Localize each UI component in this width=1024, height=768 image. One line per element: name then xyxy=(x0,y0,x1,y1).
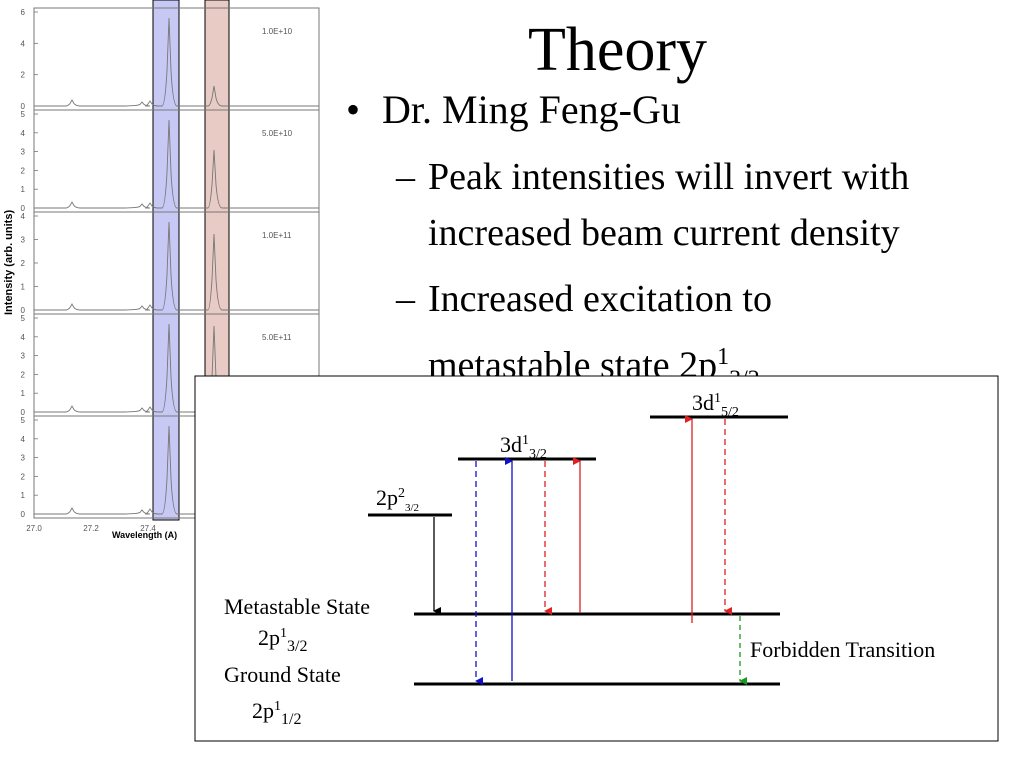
y-tick-label: 2 xyxy=(21,259,26,268)
sub-bullet-1: – Peak intensities will invert with incr… xyxy=(396,154,1016,254)
y-tick-label: 4 xyxy=(21,212,26,221)
y-tick-label: 1 xyxy=(21,389,26,398)
y-tick-label: 6 xyxy=(21,8,26,17)
y-tick-label: 1 xyxy=(21,185,26,194)
sub-bullet-2: – Increased excitation to metastable sta… xyxy=(396,276,1016,392)
y-tick-label: 0 xyxy=(21,510,26,519)
sub-bullet-1-line-1: Peak intensities will invert with xyxy=(428,156,910,198)
label-2p2-3-2: 2p23/2 xyxy=(376,485,419,514)
x-tick-label: 27.2 xyxy=(83,524,99,533)
panel-density-label: 5.0E+10 xyxy=(262,129,293,138)
y-tick-label: 4 xyxy=(21,39,26,48)
y-tick-label: 1 xyxy=(21,491,26,500)
ground-state-label: Ground State xyxy=(224,662,341,687)
y-tick-label: 0 xyxy=(21,408,26,417)
ground-config: 2p11/2 xyxy=(252,698,301,728)
y-tick-label: 2 xyxy=(21,370,26,379)
y-tick-label: 5 xyxy=(21,314,26,323)
y-tick-label: 0 xyxy=(21,306,26,315)
label-3d-3-2: 3d13/2 xyxy=(500,432,547,462)
bullet-dot: • xyxy=(346,87,361,132)
bullet-item: • Dr. Ming Feng-Gu xyxy=(346,86,786,134)
y-tick-label: 0 xyxy=(21,204,26,213)
diagram-frame xyxy=(194,375,999,742)
sub-bullet-dash: – xyxy=(396,156,415,198)
y-tick-label: 2 xyxy=(21,166,26,175)
spectrum-trace xyxy=(34,119,319,209)
config-superscript: 1 xyxy=(717,344,730,370)
x-axis-label: Wavelength (A) xyxy=(112,530,177,540)
sub-bullet-1-line-2: increased beam current density xyxy=(428,212,900,254)
blue-highlight-band xyxy=(152,0,180,521)
y-tick-label: 3 xyxy=(21,236,26,245)
panel-density-label: 1.0E+10 xyxy=(262,27,293,36)
y-tick-label: 3 xyxy=(21,352,26,361)
y-tick-label: 1 xyxy=(21,283,26,292)
forbidden-transition-label: Forbidden Transition xyxy=(750,637,935,662)
panel-density-label: 1.0E+11 xyxy=(262,231,292,240)
slide-title: Theory xyxy=(528,16,708,84)
spectrum-trace xyxy=(34,17,319,107)
label-3d-5-2: 3d15/2 xyxy=(692,390,739,420)
y-tick-label: 2 xyxy=(21,472,26,481)
metastable-state-label: Metastable State xyxy=(224,594,370,619)
sub-bullet-2-line-1: Increased excitation to xyxy=(428,278,772,320)
y-tick-label: 4 xyxy=(21,435,26,444)
y-tick-label: 0 xyxy=(21,102,26,111)
y-tick-label: 3 xyxy=(21,148,26,157)
energy-level-diagram: 3d15/2 3d13/2 2p23/2 Metastable State 2p… xyxy=(194,375,999,742)
bullet-text: Dr. Ming Feng-Gu xyxy=(382,87,681,132)
y-tick-label: 5 xyxy=(21,416,26,425)
y-tick-label: 5 xyxy=(21,110,26,119)
metastable-config: 2p13/2 xyxy=(258,625,307,655)
x-tick-label: 27.0 xyxy=(26,524,42,533)
y-axis-label: Intensity (arb. units) xyxy=(3,210,15,315)
y-tick-label: 4 xyxy=(21,129,26,138)
y-tick-label: 2 xyxy=(21,71,26,80)
x-tick-label: 27.4 xyxy=(140,524,156,533)
spectrum-trace xyxy=(34,221,319,311)
y-tick-label: 4 xyxy=(21,333,26,342)
sub-bullet-dash: – xyxy=(396,278,415,320)
panel-density-label: 5.0E+11 xyxy=(262,333,292,342)
y-tick-label: 3 xyxy=(21,454,26,463)
